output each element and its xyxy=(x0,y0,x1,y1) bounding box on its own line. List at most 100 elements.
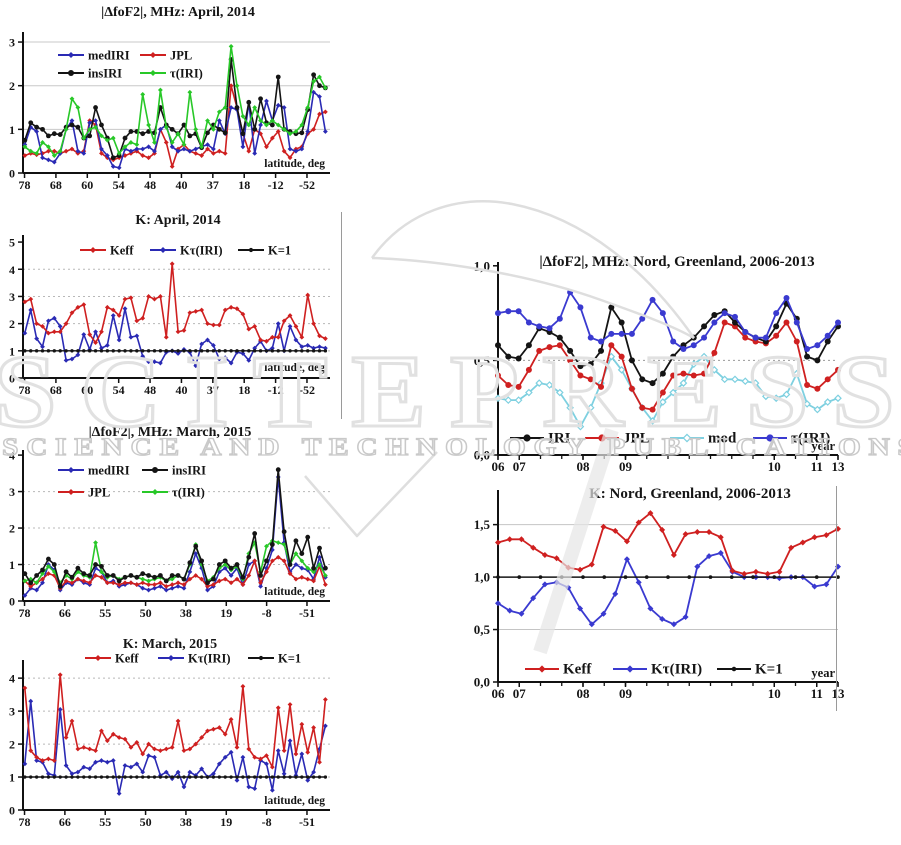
marker xyxy=(46,157,51,163)
marker xyxy=(110,758,116,763)
series-Keff xyxy=(24,262,326,344)
x-tick-label: 37 xyxy=(207,178,219,192)
marker xyxy=(169,744,175,750)
marker xyxy=(164,349,168,353)
marker xyxy=(163,746,169,752)
marker xyxy=(317,545,322,551)
marker xyxy=(264,761,269,767)
marker xyxy=(281,529,287,535)
marker xyxy=(836,575,840,579)
marker xyxy=(164,775,168,779)
marker xyxy=(835,366,841,373)
marker xyxy=(75,769,81,775)
marker xyxy=(193,741,199,747)
legend-label: K=1 xyxy=(268,244,291,258)
legend-label: IRI xyxy=(548,431,571,447)
marker xyxy=(122,736,128,742)
marker xyxy=(152,489,158,495)
marker xyxy=(187,89,193,95)
marker xyxy=(152,746,157,752)
marker xyxy=(28,307,34,313)
marker xyxy=(275,74,281,80)
marker xyxy=(69,580,75,586)
marker xyxy=(199,576,205,582)
marker xyxy=(157,87,163,93)
marker xyxy=(193,126,199,132)
marker xyxy=(586,403,595,412)
marker xyxy=(264,144,269,150)
x-tick-label: 54 xyxy=(113,178,125,192)
marker xyxy=(687,575,692,579)
marker xyxy=(205,142,210,148)
marker xyxy=(270,775,275,779)
x-tick-label: 55 xyxy=(99,606,111,620)
marker xyxy=(322,129,328,134)
marker xyxy=(824,376,831,383)
marker xyxy=(110,573,116,578)
marker xyxy=(217,349,221,353)
marker xyxy=(731,375,739,384)
marker xyxy=(116,735,122,740)
marker xyxy=(205,337,210,343)
marker xyxy=(598,347,605,354)
marker xyxy=(175,769,181,775)
marker xyxy=(276,349,280,353)
marker xyxy=(28,584,34,589)
marker xyxy=(211,349,216,353)
marker xyxy=(99,728,104,734)
marker xyxy=(46,771,51,777)
marker xyxy=(670,621,677,628)
y-tick-label: 1,0 xyxy=(474,258,490,273)
marker xyxy=(317,344,322,350)
y-tick-label: 0 xyxy=(9,167,15,181)
y-tick-label: 2 xyxy=(9,522,15,536)
legend-item-τ(IRI): τ(IRI) xyxy=(142,486,205,500)
marker xyxy=(211,146,216,152)
x-tick-label: -52 xyxy=(299,178,315,192)
marker xyxy=(193,551,199,556)
marker xyxy=(246,554,252,560)
marker xyxy=(505,353,512,360)
marker xyxy=(122,580,128,586)
marker xyxy=(311,345,317,351)
marker xyxy=(57,132,63,137)
marker xyxy=(140,585,146,591)
marker xyxy=(299,558,305,564)
marker xyxy=(199,735,205,740)
marker xyxy=(57,148,63,154)
marker xyxy=(556,342,563,349)
marker xyxy=(75,148,81,154)
marker xyxy=(146,741,151,747)
marker xyxy=(234,105,240,110)
marker xyxy=(22,153,28,158)
legend-item-Keff: Keff xyxy=(525,662,592,678)
marker xyxy=(783,294,790,301)
marker xyxy=(222,307,228,313)
marker xyxy=(299,334,305,340)
axis-label: latitude, deg xyxy=(264,362,325,374)
series-mod xyxy=(497,355,839,428)
marker xyxy=(246,357,252,363)
marker xyxy=(51,329,57,335)
marker xyxy=(69,122,75,128)
marker xyxy=(287,738,293,744)
legend-item-K=1: K=1 xyxy=(238,244,291,258)
marker xyxy=(811,534,818,541)
marker xyxy=(322,336,328,341)
marker xyxy=(731,666,737,672)
x-tick-label: 78 xyxy=(19,178,31,192)
marker xyxy=(495,600,501,607)
marker xyxy=(216,725,222,730)
marker xyxy=(87,349,92,353)
marker xyxy=(128,764,134,770)
marker xyxy=(146,753,151,759)
marker xyxy=(140,92,146,97)
marker xyxy=(46,133,51,139)
marker xyxy=(495,539,501,546)
legend-label: JPL xyxy=(623,431,650,447)
marker xyxy=(639,315,646,322)
marker xyxy=(81,150,87,156)
x-tick-label: 07 xyxy=(513,459,527,474)
marker xyxy=(99,349,104,353)
marker xyxy=(717,534,724,541)
